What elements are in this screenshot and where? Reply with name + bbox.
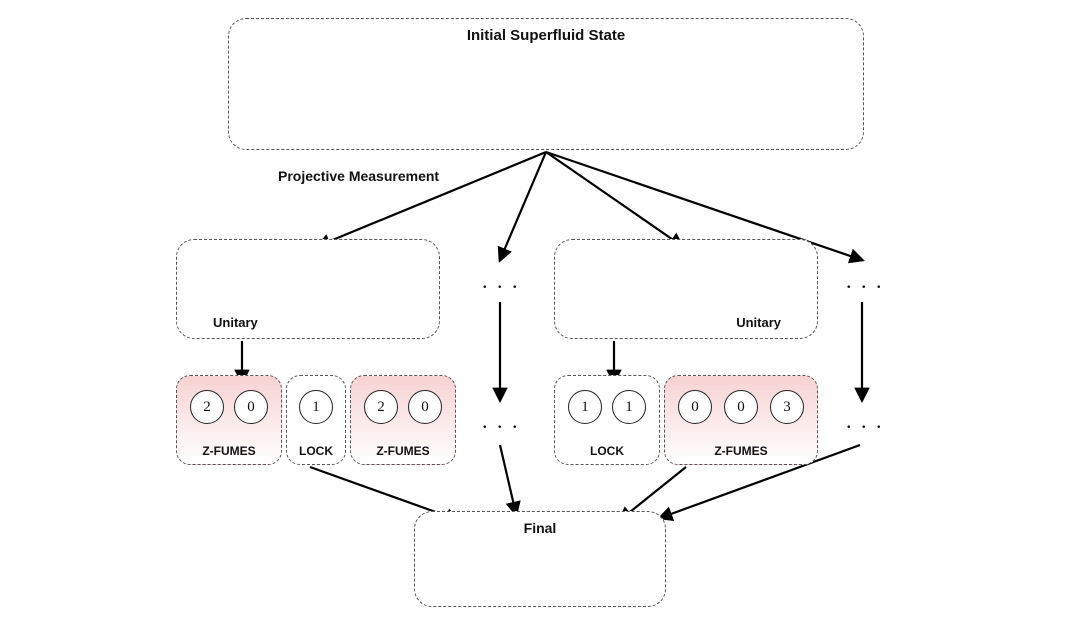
final-panel: Final <box>414 511 666 607</box>
projective-label: Projective Measurement <box>278 168 439 184</box>
ba-zfumes-2-label: Z-FUMES <box>351 444 455 458</box>
ba-lock-label: LOCK <box>287 444 345 458</box>
bb-zfumes-label: Z-FUMES <box>665 444 817 458</box>
ba-zfumes-1-label: Z-FUMES <box>177 444 281 458</box>
ba-low-2: 1 <box>299 390 333 424</box>
branch-b-panel: Unitary <box>554 239 818 339</box>
superfluid-title: Initial Superfluid State <box>229 27 863 44</box>
ba-low-4: 0 <box>408 390 442 424</box>
branch-b-unitary-label: Unitary <box>736 315 781 330</box>
ba-low-3: 2 <box>364 390 398 424</box>
branch-a-unitary-label: Unitary <box>213 315 258 330</box>
bb-low-0: 1 <box>568 390 602 424</box>
ellipsis-mid-low: . . . <box>482 408 520 434</box>
ellipsis-mid-top: . . . <box>482 268 520 294</box>
bb-lock-label: LOCK <box>555 444 659 458</box>
branch-a-panel: Unitary <box>176 239 440 339</box>
diagram-stage: Initial Superfluid State 5 0 0 0 0 + 4 1… <box>0 0 1080 620</box>
ba-zfumes-2: Z-FUMES <box>350 375 456 465</box>
ba-low-0: 2 <box>190 390 224 424</box>
final-title: Final <box>415 520 665 536</box>
ellipsis-right-top: . . . <box>846 268 884 294</box>
ellipsis-right-low: . . . <box>846 408 884 434</box>
bb-lock: LOCK <box>554 375 660 465</box>
bb-low-2: 0 <box>678 390 712 424</box>
ba-zfumes-1: Z-FUMES <box>176 375 282 465</box>
superfluid-panel: Initial Superfluid State <box>228 18 864 150</box>
ba-low-1: 0 <box>234 390 268 424</box>
bb-low-4: 3 <box>770 390 804 424</box>
bb-low-3: 0 <box>724 390 758 424</box>
bb-low-1: 1 <box>612 390 646 424</box>
